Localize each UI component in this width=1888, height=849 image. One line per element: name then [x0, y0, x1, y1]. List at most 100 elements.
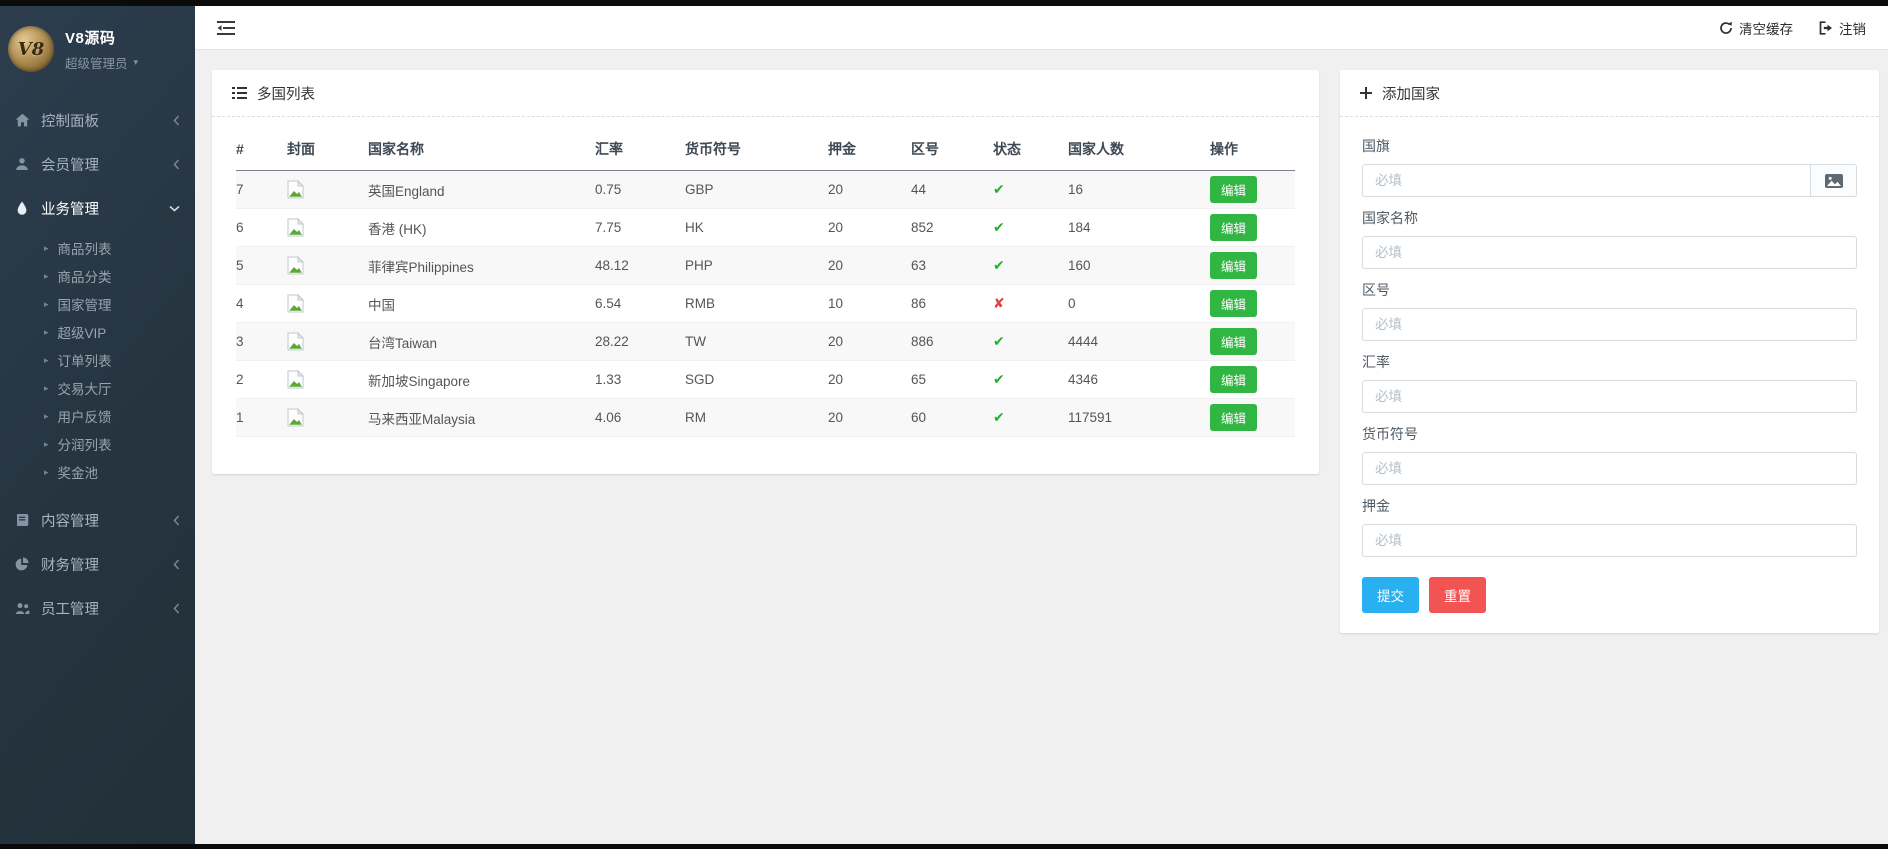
area-code-input[interactable]	[1362, 308, 1857, 341]
broken-image-icon	[287, 218, 304, 237]
subitem-label: 商品分类	[57, 270, 112, 285]
sidebar-item-content[interactable]: 内容管理	[0, 498, 195, 542]
brand: V8 V8源码 超级管理员 ▾	[0, 6, 195, 94]
country-name-input[interactable]	[1362, 236, 1857, 269]
sidebar-item-staff[interactable]: 员工管理	[0, 586, 195, 630]
status-cell: ✔	[993, 219, 1068, 236]
card-header: 多国列表	[212, 70, 1319, 117]
reset-button[interactable]: 重置	[1429, 577, 1486, 613]
sidebar-subitem-profit-list[interactable]: ▸ 分润列表	[0, 430, 195, 458]
caret-right-icon: ▸	[44, 382, 49, 393]
content-icon	[14, 513, 30, 527]
table-row: 4 中国 6.54 RMB 10 86 ✘ 0 编辑	[236, 285, 1295, 323]
chevron-down-icon	[169, 205, 180, 212]
sidebar: V8 V8源码 超级管理员 ▾ 控制面板 会员管理	[0, 6, 195, 844]
deposit-cell: 10	[828, 296, 844, 311]
deposit-cell: 20	[828, 372, 844, 387]
user-role-label: 超级管理员	[65, 56, 128, 71]
currency-cell: HK	[685, 220, 704, 235]
deposit-input[interactable]	[1362, 524, 1857, 557]
sidebar-subitem-order-list[interactable]: ▸ 订单列表	[0, 346, 195, 374]
status-icon: ✔	[993, 333, 1005, 349]
chevron-left-icon	[173, 558, 180, 570]
sidebar-item-label: 员工管理	[41, 601, 99, 618]
rate-cell: 0.75	[595, 182, 622, 197]
card-title: 添加国家	[1382, 86, 1440, 103]
sidebar-subitem-bonus-pool[interactable]: ▸ 奖金池	[0, 458, 195, 486]
submit-button[interactable]: 提交	[1362, 577, 1419, 613]
bottom-strip	[0, 844, 1888, 849]
table-row: 7 英国England 0.75 GBP 20 44 ✔ 16 编辑	[236, 171, 1295, 209]
status-icon: ✔	[993, 371, 1005, 387]
caret-right-icon: ▸	[44, 270, 49, 281]
sidebar-item-dashboard[interactable]: 控制面板	[0, 98, 195, 142]
finance-icon	[14, 557, 30, 571]
deposit-cell: 20	[828, 410, 844, 425]
edit-button[interactable]: 编辑	[1210, 366, 1258, 393]
rate-cell: 4.06	[595, 410, 622, 425]
edit-button[interactable]: 编辑	[1210, 252, 1258, 279]
subitem-label: 用户反馈	[57, 410, 112, 425]
country-list-card: 多国列表 # 封面 国家名称 汇率 货币符号 押金 区号 状态 国家人数 操作 …	[212, 70, 1319, 474]
cover-cell	[287, 218, 368, 237]
sidebar-subitem-trade-hall[interactable]: ▸ 交易大厅	[0, 374, 195, 402]
caret-right-icon: ▸	[44, 438, 49, 449]
currency-symbol-input[interactable]	[1362, 452, 1857, 485]
clear-cache-link[interactable]: 清空缓存	[1719, 18, 1793, 38]
image-icon	[1824, 173, 1843, 188]
col-header: 封面	[287, 140, 315, 157]
area-code-cell: 60	[911, 410, 927, 425]
row-index: 6	[236, 220, 244, 235]
sidebar-item-finance[interactable]: 财务管理	[0, 542, 195, 586]
sidebar-item-business[interactable]: 业务管理	[0, 186, 195, 230]
country-name-cell: 英国England	[368, 183, 445, 199]
caret-right-icon: ▸	[44, 298, 49, 309]
edit-button[interactable]: 编辑	[1210, 328, 1258, 355]
brand-text: V8源码 超级管理员 ▾	[65, 27, 138, 72]
area-code-cell: 886	[911, 334, 934, 349]
form-buttons: 提交 重置	[1362, 577, 1857, 613]
edit-button[interactable]: 编辑	[1210, 214, 1258, 241]
table-row: 2 新加坡Singapore 1.33 SGD 20 65 ✔ 4346 编辑	[236, 361, 1295, 399]
edit-button[interactable]: 编辑	[1210, 290, 1258, 317]
action-cell: 编辑	[1210, 214, 1295, 241]
upload-image-button[interactable]	[1811, 164, 1857, 197]
sidebar-menu: 控制面板 会员管理 业务管理 ▸ 商品列表 ▸ 商品分类	[0, 98, 195, 630]
sidebar-subitem-super-vip[interactable]: ▸ 超级VIP	[0, 318, 195, 346]
exchange-rate-input[interactable]	[1362, 380, 1857, 413]
sidebar-toggle-button[interactable]	[211, 15, 241, 41]
home-icon	[14, 113, 30, 127]
user-role-dropdown[interactable]: 超级管理员 ▾	[65, 53, 138, 72]
sidebar-item-label: 内容管理	[41, 513, 99, 530]
edit-button[interactable]: 编辑	[1210, 176, 1258, 203]
area-code-cell: 65	[911, 372, 927, 387]
action-cell: 编辑	[1210, 366, 1295, 393]
field-label: 区号	[1362, 282, 1390, 298]
cover-cell	[287, 256, 368, 275]
sidebar-subitem-user-feedback[interactable]: ▸ 用户反馈	[0, 402, 195, 430]
table-body: 7 英国England 0.75 GBP 20 44 ✔ 16 编辑 6 香港 …	[236, 171, 1295, 437]
logout-link[interactable]: 注销	[1819, 18, 1866, 38]
row-index: 4	[236, 296, 244, 311]
flag-input[interactable]	[1362, 164, 1811, 197]
caret-right-icon: ▸	[44, 354, 49, 365]
sidebar-subitem-goods-list[interactable]: ▸ 商品列表	[0, 234, 195, 262]
status-cell: ✔	[993, 333, 1068, 350]
caret-right-icon: ▸	[44, 410, 49, 421]
rate-cell: 48.12	[595, 258, 629, 273]
country-table: # 封面 国家名称 汇率 货币符号 押金 区号 状态 国家人数 操作 7 英国E…	[236, 127, 1295, 437]
sidebar-subitem-goods-category[interactable]: ▸ 商品分类	[0, 262, 195, 290]
table-row: 6 香港 (HK) 7.75 HK 20 852 ✔ 184 编辑	[236, 209, 1295, 247]
chevron-left-icon	[173, 602, 180, 614]
member-icon	[14, 157, 30, 171]
chevron-left-icon	[173, 114, 180, 126]
field-label: 汇率	[1362, 354, 1390, 370]
edit-button[interactable]: 编辑	[1210, 404, 1258, 431]
sidebar-subitem-country-manage[interactable]: ▸ 国家管理	[0, 290, 195, 318]
status-icon: ✔	[993, 257, 1005, 273]
users-count-cell: 16	[1068, 182, 1084, 197]
deposit-cell: 20	[828, 258, 844, 273]
sidebar-item-members[interactable]: 会员管理	[0, 142, 195, 186]
chevron-left-icon	[173, 158, 180, 170]
deposit-cell: 20	[828, 220, 844, 235]
